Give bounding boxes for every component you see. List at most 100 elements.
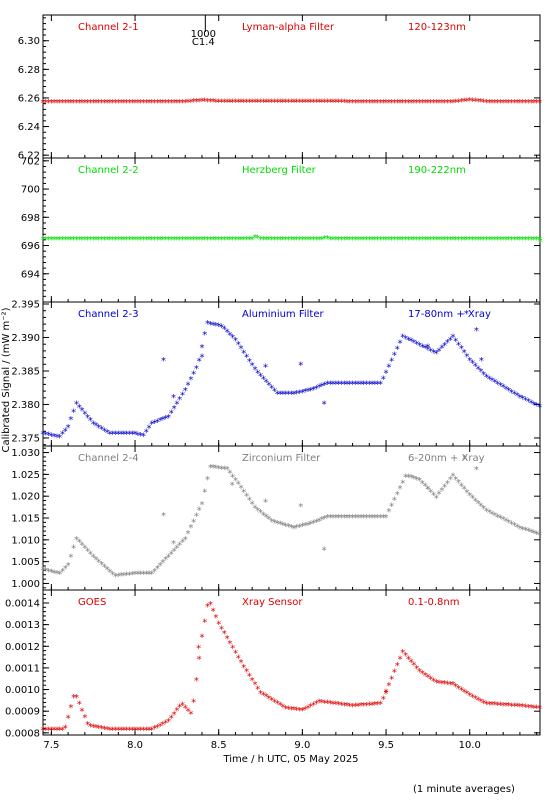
- data-point: *: [509, 235, 514, 246]
- data-point: *: [130, 726, 135, 737]
- data-point: *: [470, 96, 475, 107]
- data-point: *: [172, 710, 177, 721]
- data-point: *: [417, 476, 422, 487]
- data-point: *: [247, 495, 252, 506]
- data-point: *: [409, 235, 414, 246]
- data-point: *: [225, 327, 230, 338]
- data-point: *: [345, 513, 350, 524]
- data-point: *: [225, 465, 230, 476]
- data-point: *: [194, 364, 199, 375]
- y-tick-label: 2.390: [11, 333, 40, 344]
- data-point: *: [225, 98, 230, 109]
- data-point: *: [255, 368, 260, 379]
- data-point-outlier: *: [425, 485, 430, 496]
- data-point: *: [255, 506, 260, 517]
- data-point: *: [213, 97, 218, 108]
- data-point: *: [464, 352, 469, 363]
- data-point: *: [420, 235, 425, 246]
- data-point: *: [353, 98, 358, 109]
- data-point: *: [194, 512, 199, 523]
- data-point: *: [52, 432, 57, 443]
- data-point: *: [225, 634, 230, 645]
- data-point: *: [158, 561, 163, 572]
- data-point: *: [339, 379, 344, 390]
- data-point: *: [445, 235, 450, 246]
- data-point: *: [434, 678, 439, 689]
- data-point: *: [325, 699, 330, 710]
- data-point-outlier: *: [322, 399, 327, 410]
- data-point: *: [133, 98, 138, 109]
- data-point: *: [350, 513, 355, 524]
- data-point: *: [314, 699, 319, 710]
- data-point: *: [339, 513, 344, 524]
- data-point: *: [325, 513, 330, 524]
- data-point: *: [141, 98, 146, 109]
- data-point: *: [464, 235, 469, 246]
- data-point: *: [225, 235, 230, 246]
- data-point: *: [506, 386, 511, 397]
- data-point: *: [328, 379, 333, 390]
- data-point: *: [331, 513, 336, 524]
- data-point: *: [434, 493, 439, 504]
- data-point: *: [409, 337, 414, 348]
- data-point: *: [305, 235, 310, 246]
- data-point: *: [102, 426, 107, 437]
- data-point: *: [303, 705, 308, 716]
- data-point: *: [361, 513, 366, 524]
- data-point: *: [127, 570, 132, 581]
- data-point: *: [121, 98, 126, 109]
- data-point: *: [378, 513, 383, 524]
- data-point: *: [216, 235, 221, 246]
- data-point: *: [138, 570, 143, 581]
- data-point: *: [152, 567, 157, 578]
- data-point: *: [450, 332, 455, 343]
- data-point: *: [283, 704, 288, 715]
- data-point: *: [278, 389, 283, 400]
- data-point: *: [286, 704, 291, 715]
- data-point: *: [459, 686, 464, 697]
- data-point: *: [484, 700, 489, 711]
- data-point: *: [414, 235, 419, 246]
- data-point: *: [333, 98, 338, 109]
- data-point: *: [531, 703, 536, 714]
- data-point: *: [113, 235, 118, 246]
- data-point: *: [119, 726, 124, 737]
- data-point: *: [370, 379, 375, 390]
- data-point: *: [490, 235, 495, 246]
- data-point: *: [400, 648, 405, 659]
- data-point: *: [353, 702, 358, 713]
- data-point: *: [406, 98, 411, 109]
- panel-frame: [42, 445, 541, 591]
- data-point: *: [437, 346, 442, 357]
- data-point: *: [342, 98, 347, 109]
- data-point: *: [423, 482, 428, 493]
- data-point: *: [529, 98, 534, 109]
- data-point: *: [476, 499, 481, 510]
- data-point: *: [392, 496, 397, 507]
- data-point: *: [199, 343, 204, 354]
- data-point: *: [350, 98, 355, 109]
- data-point: *: [63, 724, 68, 735]
- data-point: *: [127, 430, 132, 441]
- data-point: *: [236, 653, 241, 664]
- data-point: *: [172, 404, 177, 415]
- data-point: *: [258, 235, 263, 246]
- data-point: *: [478, 367, 483, 378]
- data-point: *: [146, 424, 151, 435]
- data-point: *: [88, 235, 93, 246]
- data-point: *: [244, 491, 249, 502]
- data-point: *: [342, 235, 347, 246]
- data-point: *: [269, 696, 274, 707]
- data-point: *: [194, 676, 199, 687]
- data-point: *: [470, 359, 475, 370]
- data-point: *: [450, 680, 455, 691]
- data-point: *: [515, 702, 520, 713]
- data-point: *: [464, 689, 469, 700]
- panel-frame: [42, 589, 541, 736]
- data-point: *: [77, 98, 82, 109]
- data-point: *: [345, 701, 350, 712]
- data-point: *: [91, 722, 96, 733]
- data-point: *: [275, 519, 280, 530]
- data-point-outlier: *: [322, 546, 327, 557]
- data-point: *: [261, 374, 266, 385]
